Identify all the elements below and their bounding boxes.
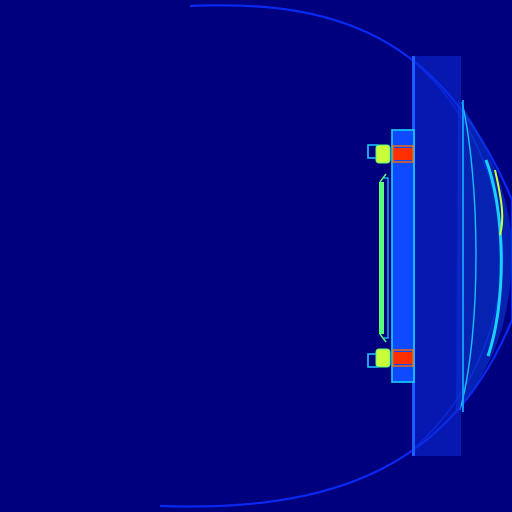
bottom-hotspot-red [394,352,412,364]
green-rail-top-cap [379,173,387,183]
right-edge-yellow-glint [494,169,504,236]
right-lens-region [456,100,512,412]
vertical-plate-glow [415,56,461,456]
outer-halo-arc [159,4,512,508]
green-rail-bottom-cap [379,333,387,343]
right-lens-cyan-edge [484,159,503,357]
right-lens-cyan-edge-2 [459,101,477,411]
bottom-connector-hook [367,353,378,368]
green-rail [379,182,384,334]
vertical-plate-edge-2 [462,100,464,412]
top-connector-hook [367,144,378,159]
top-hotspot-orange [392,145,414,163]
bottom-hotspot-orange [392,349,414,367]
bottom-connector-block [375,348,391,368]
top-connector-block [375,144,391,164]
green-rail-outline [384,177,389,339]
top-hotspot-red [394,148,412,160]
device-body [391,129,415,383]
